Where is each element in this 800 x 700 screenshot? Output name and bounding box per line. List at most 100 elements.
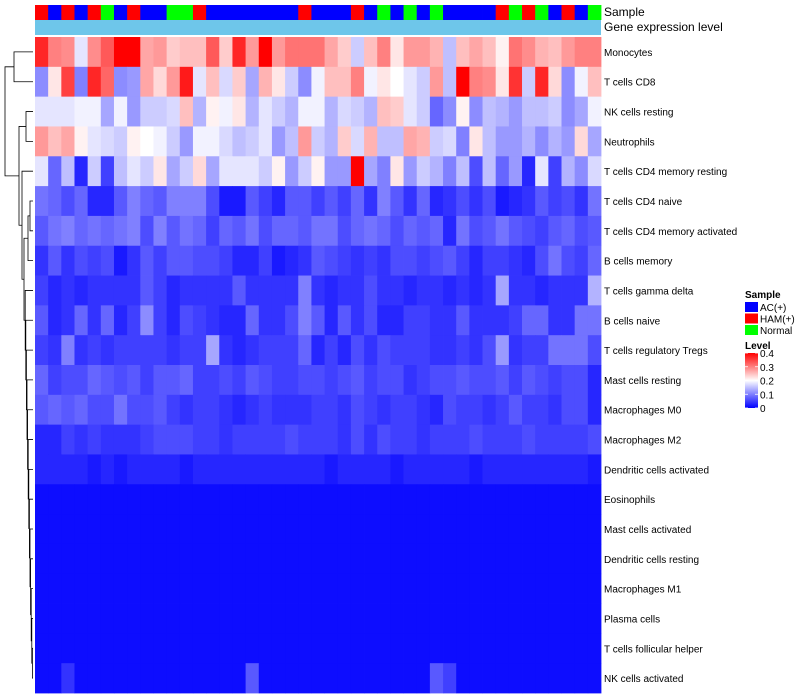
heatmap-cell — [311, 514, 325, 545]
heatmap-cell — [74, 245, 89, 276]
heatmap-cell — [271, 633, 286, 664]
heatmap-cell — [219, 335, 233, 366]
heatmap-cell — [206, 275, 220, 306]
heatmap-cell — [192, 66, 207, 98]
heatmap-cell — [311, 156, 325, 187]
heatmap-cell — [456, 275, 470, 306]
heatmap-cell — [469, 335, 483, 366]
row-label: T cells regulatory Tregs — [604, 346, 708, 357]
heatmap-cell — [74, 186, 89, 217]
heatmap-cell — [35, 215, 49, 247]
heatmap-cell — [377, 543, 391, 575]
heatmap-cell — [535, 37, 549, 68]
heatmap-cell — [443, 335, 457, 366]
heatmap-cell — [271, 484, 286, 515]
heatmap-cell — [548, 454, 562, 485]
heatmap-cell — [140, 633, 154, 664]
heatmap-cell — [561, 186, 576, 217]
heatmap-cell — [271, 335, 286, 366]
heatmap-cell — [100, 245, 115, 276]
heatmap-cell — [285, 603, 299, 634]
heatmap-cell — [140, 66, 154, 98]
heatmap-cell — [166, 394, 181, 426]
heatmap-cell — [548, 305, 562, 336]
heatmap-cell — [508, 573, 523, 604]
heatmap-cell — [48, 424, 62, 455]
heatmap-cell — [548, 424, 562, 455]
sample-cell — [574, 5, 589, 20]
heatmap-cell — [61, 424, 75, 455]
heatmap-cell — [337, 663, 352, 694]
heatmap-cell — [48, 215, 62, 247]
heatmap-cell — [377, 156, 391, 187]
heatmap-cell — [535, 394, 549, 426]
heatmap-cell — [403, 186, 418, 217]
heatmap-cell — [469, 603, 483, 634]
heatmap-cell — [258, 305, 273, 336]
heatmap-cell — [298, 305, 312, 336]
heatmap-cell — [87, 633, 102, 664]
heatmap-cell — [429, 126, 444, 157]
heatmap-cell — [429, 156, 444, 187]
heatmap-cell — [113, 126, 128, 157]
heatmap-cell — [113, 37, 128, 68]
heatmap-cell — [364, 573, 378, 604]
heatmap-cell — [192, 37, 207, 68]
heatmap-cell — [153, 663, 168, 694]
heatmap-cell — [113, 663, 128, 694]
heatmap-cell — [364, 394, 378, 426]
heatmap-cell — [219, 126, 233, 157]
heatmap-cell — [232, 663, 247, 694]
heatmap-cell — [74, 543, 89, 575]
heatmap-cell — [113, 215, 128, 247]
heatmap-cell — [219, 245, 233, 276]
heatmap-cell — [298, 454, 312, 485]
heatmap-cell — [48, 633, 62, 664]
heatmap-cell — [166, 275, 181, 306]
heatmap-cell — [311, 335, 325, 366]
heatmap-cell — [390, 335, 404, 366]
heatmap-cell — [232, 37, 247, 68]
legend-sample-title: Sample — [745, 290, 781, 301]
heatmap-cell — [232, 126, 247, 157]
heatmap-cell — [548, 663, 562, 694]
heatmap-cell — [522, 66, 536, 98]
heatmap-cell — [377, 37, 391, 68]
heatmap-cell — [508, 66, 523, 98]
sample-cell — [271, 5, 286, 20]
heatmap-cell — [48, 514, 62, 545]
legend-swatch — [745, 325, 758, 335]
heatmap-cell — [429, 484, 444, 515]
heatmap-cell — [285, 96, 299, 127]
heatmap-cell — [179, 126, 194, 157]
heatmap-cell — [574, 365, 589, 396]
heatmap-cell — [535, 633, 549, 664]
heatmap-cell — [429, 573, 444, 604]
heatmap-cell — [192, 543, 207, 575]
heatmap-cell — [311, 37, 325, 68]
heatmap-cell — [574, 305, 589, 336]
heatmap-cell — [443, 633, 457, 664]
heatmap-cell — [140, 37, 154, 68]
heatmap-cell — [522, 484, 536, 515]
heatmap-cell — [271, 215, 286, 247]
heatmap-cell — [495, 305, 510, 336]
heatmap-cell — [456, 186, 470, 217]
sample-cell — [429, 5, 444, 20]
heatmap-cell — [48, 275, 62, 306]
heatmap-cell — [140, 454, 154, 485]
heatmap-cell — [298, 573, 312, 604]
heatmap-cell — [179, 66, 194, 98]
heatmap-cell — [285, 186, 299, 217]
heatmap-cell — [482, 573, 497, 604]
heatmap-cell — [179, 663, 194, 694]
heatmap-cell — [390, 305, 404, 336]
heatmap-cell — [113, 186, 128, 217]
heatmap-cell — [429, 424, 444, 455]
heatmap-cell — [258, 335, 273, 366]
heatmap-cell — [390, 454, 404, 485]
heatmap-cell — [113, 365, 128, 396]
heatmap-cell — [508, 603, 523, 634]
heatmap-cell — [285, 275, 299, 306]
heatmap-cell — [469, 156, 483, 187]
